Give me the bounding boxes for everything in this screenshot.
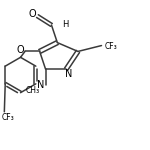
Text: CF₃: CF₃: [104, 42, 117, 51]
Text: O: O: [17, 45, 24, 55]
Text: N: N: [37, 80, 44, 90]
Text: O: O: [28, 9, 36, 19]
Text: N: N: [65, 69, 72, 79]
Text: H: H: [62, 20, 69, 29]
Text: CF₃: CF₃: [1, 113, 14, 122]
Text: CH₃: CH₃: [26, 86, 40, 95]
